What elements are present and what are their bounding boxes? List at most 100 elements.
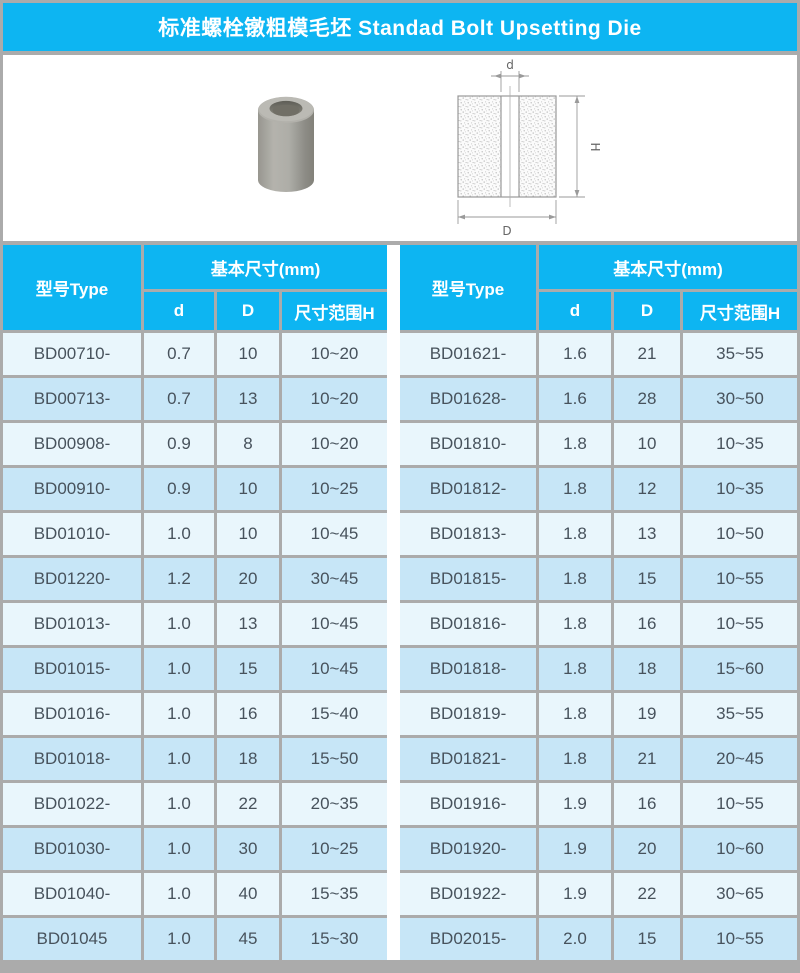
value-cell: 1.8 (539, 558, 611, 600)
value-cell: 0.9 (144, 423, 214, 465)
model-cell: BD00910- (3, 468, 141, 510)
value-cell: 1.9 (539, 783, 611, 825)
value-cell: 1.8 (539, 468, 611, 510)
column-header-basic-size: 基本尺寸(mm) (144, 245, 387, 289)
column-header-h-range: 尺寸范围H (282, 292, 387, 330)
value-cell: 30~65 (683, 873, 797, 915)
die-drawing: d H D (448, 58, 608, 239)
model-cell: BD01015- (3, 648, 141, 690)
model-cell: BD01812- (400, 468, 536, 510)
model-cell: BD01810- (400, 423, 536, 465)
value-cell: 1.6 (539, 378, 611, 420)
value-cell: 21 (614, 738, 680, 780)
value-cell: 40 (217, 873, 279, 915)
value-cell: 10~20 (282, 333, 387, 375)
value-cell: 8 (217, 423, 279, 465)
column-header-d: d (539, 292, 611, 330)
value-cell: 10~60 (683, 828, 797, 870)
value-cell: 1.0 (144, 918, 214, 960)
model-cell: BD00908- (3, 423, 141, 465)
value-cell: 1.8 (539, 693, 611, 735)
value-cell: 10~55 (683, 918, 797, 960)
model-cell: BD01018- (3, 738, 141, 780)
value-cell: 10~35 (683, 468, 797, 510)
value-cell: 16 (614, 603, 680, 645)
model-cell: BD01815- (400, 558, 536, 600)
column-header-big-d: D (217, 292, 279, 330)
column-header-d: d (144, 292, 214, 330)
value-cell: 13 (217, 603, 279, 645)
figure-panel: d H D (3, 55, 797, 241)
column-header-big-d: D (614, 292, 680, 330)
value-cell: 20~45 (683, 738, 797, 780)
model-cell: BD01821- (400, 738, 536, 780)
value-cell: 0.7 (144, 378, 214, 420)
model-cell: BD02015- (400, 918, 536, 960)
spec-table-left: 型号Type 基本尺寸(mm) d D 尺寸范围H BD00710- 0.7 10 1… (3, 245, 387, 960)
value-cell: 15 (217, 648, 279, 690)
spec-table-right: 型号Type 基本尺寸(mm) d D 尺寸范围H BD01621- 1.6 21 3… (400, 245, 797, 960)
value-cell: 19 (614, 693, 680, 735)
value-cell: 10~50 (683, 513, 797, 555)
model-cell: BD01030- (3, 828, 141, 870)
value-cell: 15~35 (282, 873, 387, 915)
value-cell: 30 (217, 828, 279, 870)
model-cell: BD01220- (3, 558, 141, 600)
model-cell: BD01819- (400, 693, 536, 735)
value-cell: 10~25 (282, 828, 387, 870)
value-cell: 2.0 (539, 918, 611, 960)
value-cell: 1.0 (144, 738, 214, 780)
page-title: 标准螺栓镦粗模毛坯 Standad Bolt Upsetting Die (3, 3, 797, 51)
value-cell: 1.0 (144, 873, 214, 915)
value-cell: 10~35 (683, 423, 797, 465)
value-cell: 10 (217, 468, 279, 510)
model-cell: BD01013- (3, 603, 141, 645)
value-cell: 22 (217, 783, 279, 825)
value-cell: 10~55 (683, 558, 797, 600)
value-cell: 15~40 (282, 693, 387, 735)
value-cell: 30~45 (282, 558, 387, 600)
model-cell: BD01818- (400, 648, 536, 690)
value-cell: 22 (614, 873, 680, 915)
value-cell: 16 (614, 783, 680, 825)
value-cell: 1.9 (539, 828, 611, 870)
value-cell: 1.8 (539, 738, 611, 780)
model-cell: BD00710- (3, 333, 141, 375)
value-cell: 1.8 (539, 423, 611, 465)
die-section-diagram: d H D (457, 58, 602, 238)
value-cell: 1.8 (539, 513, 611, 555)
value-cell: 12 (614, 468, 680, 510)
value-cell: 1.0 (144, 693, 214, 735)
model-cell: BD01621- (400, 333, 536, 375)
diagram-label-big-d: D (502, 224, 511, 238)
value-cell: 15~50 (282, 738, 387, 780)
value-cell: 1.8 (539, 648, 611, 690)
value-cell: 1.0 (144, 828, 214, 870)
value-cell: 1.0 (144, 603, 214, 645)
value-cell: 10 (217, 513, 279, 555)
value-cell: 10~55 (683, 783, 797, 825)
value-cell: 13 (217, 378, 279, 420)
value-cell: 1.9 (539, 873, 611, 915)
die-3d-cylinder-image (258, 96, 314, 192)
model-cell: BD01628- (400, 378, 536, 420)
value-cell: 21 (614, 333, 680, 375)
diagram-label-h: H (588, 142, 602, 151)
value-cell: 18 (217, 738, 279, 780)
value-cell: 20 (217, 558, 279, 600)
value-cell: 10~20 (282, 423, 387, 465)
value-cell: 20 (614, 828, 680, 870)
model-cell: BD01816- (400, 603, 536, 645)
value-cell: 0.9 (144, 468, 214, 510)
model-cell: BD01045 (3, 918, 141, 960)
value-cell: 10~45 (282, 648, 387, 690)
value-cell: 0.7 (144, 333, 214, 375)
model-cell: BD01016- (3, 693, 141, 735)
value-cell: 10 (614, 423, 680, 465)
value-cell: 10~45 (282, 603, 387, 645)
value-cell: 35~55 (683, 693, 797, 735)
value-cell: 10~20 (282, 378, 387, 420)
value-cell: 1.6 (539, 333, 611, 375)
value-cell: 15 (614, 918, 680, 960)
